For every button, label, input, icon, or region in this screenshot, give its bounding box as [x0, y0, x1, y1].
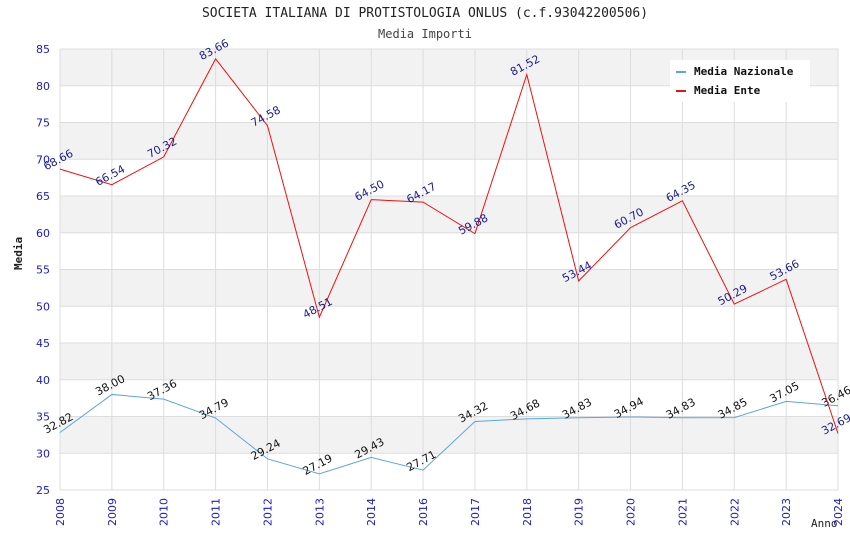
x-tick-label: 2009 — [106, 498, 119, 526]
y-tick-label: 85 — [36, 43, 50, 56]
grid-band — [60, 196, 838, 233]
x-tick-label: 2014 — [365, 498, 378, 526]
grid-band — [60, 269, 838, 307]
x-tick-label: 2012 — [261, 498, 274, 526]
series-line-ente — [59, 57, 839, 434]
y-tick-label: 80 — [36, 80, 50, 93]
x-tick-label: 2008 — [54, 498, 67, 526]
x-tick-label: 2022 — [728, 498, 741, 526]
x-tick-label: 2021 — [676, 498, 689, 526]
y-tick-label: 55 — [36, 264, 50, 277]
series-line-nazionale — [59, 393, 839, 475]
x-tick-label: 2019 — [573, 498, 586, 526]
y-tick-label: 30 — [36, 447, 50, 460]
y-tick-label: 50 — [36, 300, 50, 313]
x-tick-label: 2020 — [625, 498, 638, 526]
legend-swatch-nazionale — [676, 71, 686, 73]
x-tick-label: 2017 — [469, 498, 482, 526]
grid-band — [60, 122, 838, 160]
x-tick-label: 2011 — [210, 498, 223, 526]
y-tick-label: 65 — [36, 190, 50, 203]
legend-item-nazionale: Media Nazionale — [676, 65, 793, 79]
chart-legend: Media Nazionale Media Ente — [670, 60, 810, 102]
y-tick-label: 25 — [36, 484, 50, 497]
grid-band — [60, 343, 838, 380]
x-tick-label: 2013 — [313, 498, 326, 526]
data-label: 68.66 — [41, 147, 75, 173]
x-tick-label: 2010 — [158, 498, 171, 526]
x-tick-label: 2018 — [521, 498, 534, 526]
legend-label-nazionale: Media Nazionale — [694, 65, 794, 78]
data-label: 66.54 — [93, 162, 127, 188]
legend-swatch-ente — [676, 90, 686, 92]
y-tick-label: 60 — [36, 227, 50, 240]
chart-title: SOCIETA ITALIANA DI PROTISTOLOGIA ONLUS … — [201, 6, 649, 21]
legend-label-ente: Media Ente — [694, 84, 761, 97]
grid-band — [60, 416, 838, 454]
x-tick-label: 2023 — [780, 498, 793, 526]
y-tick-label: 35 — [36, 411, 50, 424]
chart-subtitle: Media Importi — [378, 27, 472, 41]
y-tick-label: 40 — [36, 374, 50, 387]
y-tick-label: 75 — [36, 117, 50, 130]
x-tick-label: 2016 — [417, 498, 430, 526]
x-axis-label: Anno — [811, 517, 838, 530]
y-tick-label: 45 — [36, 337, 50, 350]
x-tick-label: 2024 — [832, 498, 845, 526]
legend-item-ente: Media Ente — [676, 84, 760, 98]
y-tick-label: 70 — [36, 153, 50, 166]
data-label: 27.19 — [301, 452, 335, 478]
